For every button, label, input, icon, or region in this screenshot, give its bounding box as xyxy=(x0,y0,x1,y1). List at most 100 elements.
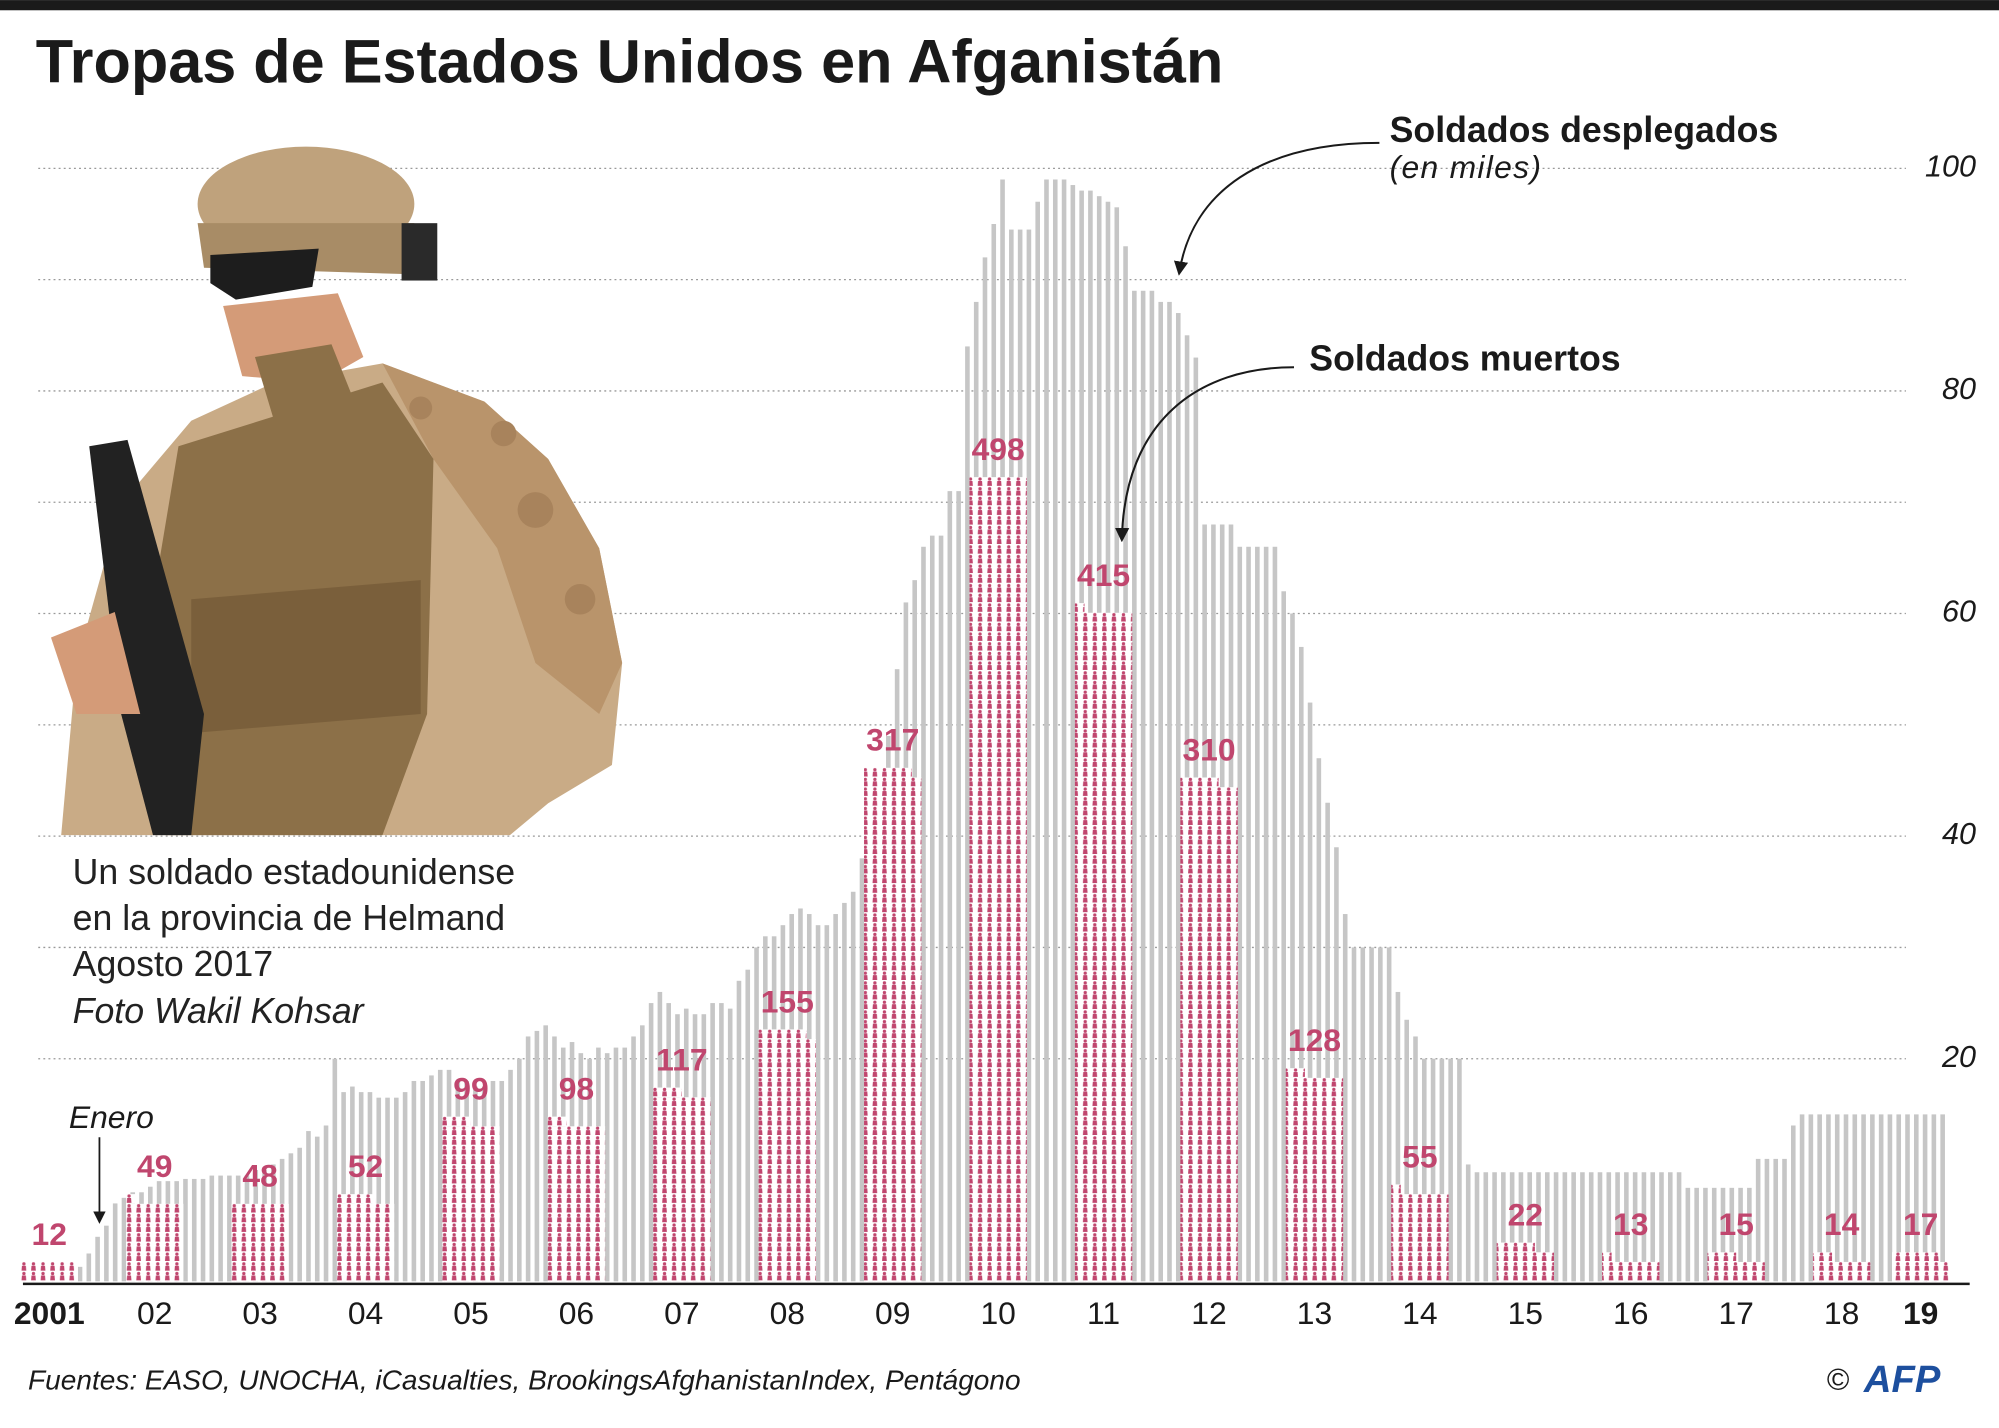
death-pictogram xyxy=(20,1261,78,1282)
troop-bar xyxy=(297,1147,302,1282)
troop-bar xyxy=(1421,1058,1427,1282)
pictogram-partial-row xyxy=(547,1116,567,1127)
troop-bar xyxy=(1790,1125,1796,1282)
troop-bar xyxy=(1729,1187,1735,1282)
pictogram-partial-row xyxy=(442,1116,472,1127)
troop-bar xyxy=(1132,290,1137,1282)
troop-bar xyxy=(227,1175,232,1282)
troop-bar xyxy=(1694,1187,1699,1282)
troop-bar xyxy=(1940,1114,1945,1282)
x-tick-label: 09 xyxy=(875,1295,910,1331)
troop-bar xyxy=(1492,1172,1497,1282)
troop-bar xyxy=(95,1236,100,1282)
troop-bar xyxy=(850,891,856,1282)
pictogram-rows xyxy=(1602,1261,1660,1282)
legend-troops: Soldados desplegados xyxy=(1390,110,1779,150)
caption: Agosto 2017 xyxy=(73,944,273,984)
troop-bar xyxy=(1905,1114,1910,1282)
x-tick-label: 02 xyxy=(137,1295,172,1331)
troop-bar xyxy=(1052,179,1058,1282)
troop-bar xyxy=(1553,1172,1559,1282)
troop-bar xyxy=(1246,546,1251,1282)
pictogram-partial-row xyxy=(653,1087,682,1098)
troop-bar xyxy=(1615,1172,1620,1282)
troop-bar xyxy=(1703,1187,1708,1282)
death-label: 14 xyxy=(1824,1206,1860,1242)
death-label: 55 xyxy=(1402,1138,1437,1174)
troop-bar xyxy=(1290,613,1295,1282)
caption: en la provincia de Helmand xyxy=(73,898,505,938)
soldier-photo xyxy=(50,146,623,836)
troop-bar xyxy=(640,1025,645,1282)
troop-bar xyxy=(1070,185,1076,1282)
pictogram-partial-row xyxy=(758,1029,807,1040)
troop-bar xyxy=(1588,1172,1594,1282)
pictogram-partial-row xyxy=(864,767,912,778)
troop-bar xyxy=(534,1030,540,1282)
troop-bar xyxy=(1711,1187,1717,1282)
troop-bar xyxy=(648,1003,654,1282)
y-tick-label: 40 xyxy=(1942,817,1976,851)
troop-bar xyxy=(323,1125,329,1282)
troop-bar xyxy=(842,902,847,1282)
troop-bar xyxy=(112,1203,118,1282)
x-tick-label: 15 xyxy=(1508,1295,1543,1331)
troop-bar xyxy=(376,1097,382,1282)
troop-bar xyxy=(1281,591,1287,1282)
troop-bar xyxy=(956,491,961,1282)
death-label: 128 xyxy=(1288,1022,1341,1058)
troop-bar xyxy=(1175,313,1181,1282)
troop-bar xyxy=(1395,991,1401,1282)
bars: 12 49 48 52 99 98 117 155 317 498 415 310 128 55 22 13 1… xyxy=(20,179,1950,1282)
troop-bar xyxy=(1149,290,1155,1282)
pictogram-partial-row xyxy=(1391,1184,1401,1195)
arrow xyxy=(1115,366,1294,543)
troop-bar xyxy=(938,535,944,1282)
troop-bar xyxy=(1676,1172,1682,1282)
x-tick-label: 16 xyxy=(1613,1295,1648,1331)
troop-bar xyxy=(1641,1172,1647,1282)
troop-bar xyxy=(1747,1187,1752,1282)
x-tick-label: 08 xyxy=(770,1295,805,1331)
x-tick-label: 05 xyxy=(453,1295,488,1331)
troop-bar xyxy=(1298,646,1304,1282)
death-label: 415 xyxy=(1077,557,1130,593)
troop-bar xyxy=(77,1266,83,1282)
troop-bar xyxy=(1404,1019,1410,1282)
troop-bar xyxy=(1237,546,1243,1282)
agency-logo: AFP xyxy=(1863,1358,1941,1401)
troop-bar xyxy=(1351,947,1357,1282)
troop-bar xyxy=(1307,702,1313,1282)
troop-bar xyxy=(1834,1114,1840,1282)
troop-bar xyxy=(833,914,838,1282)
death-pictogram xyxy=(758,1029,816,1282)
troop-bar xyxy=(604,1053,610,1282)
death-pictogram xyxy=(1707,1252,1765,1282)
troop-bar xyxy=(754,947,759,1282)
troop-bar xyxy=(121,1197,127,1282)
troop-bar xyxy=(86,1253,92,1282)
troop-bar xyxy=(1782,1158,1787,1282)
x-tick-label: 12 xyxy=(1191,1295,1226,1331)
death-pictogram xyxy=(1285,1068,1344,1282)
legend-deaths: Soldados muertos xyxy=(1309,338,1620,378)
troop-bar xyxy=(1369,947,1374,1282)
caption: Foto Wakil Kohsar xyxy=(73,991,366,1031)
troop-bar xyxy=(1465,1164,1471,1282)
troop-bar xyxy=(394,1097,399,1282)
pictogram-rows xyxy=(969,477,1027,1282)
x-tick-label: 04 xyxy=(348,1295,383,1331)
death-pictogram xyxy=(126,1194,184,1282)
death-pictogram xyxy=(1602,1252,1660,1282)
death-label: 155 xyxy=(761,983,814,1019)
troop-bar xyxy=(1316,758,1322,1282)
troop-bar xyxy=(1026,229,1032,1282)
death-label: 48 xyxy=(242,1158,277,1194)
death-pictogram xyxy=(969,477,1027,1282)
troop-bar xyxy=(1255,546,1260,1282)
death-label: 12 xyxy=(32,1216,67,1252)
troop-bar xyxy=(508,1069,513,1282)
death-label: 98 xyxy=(559,1071,594,1107)
